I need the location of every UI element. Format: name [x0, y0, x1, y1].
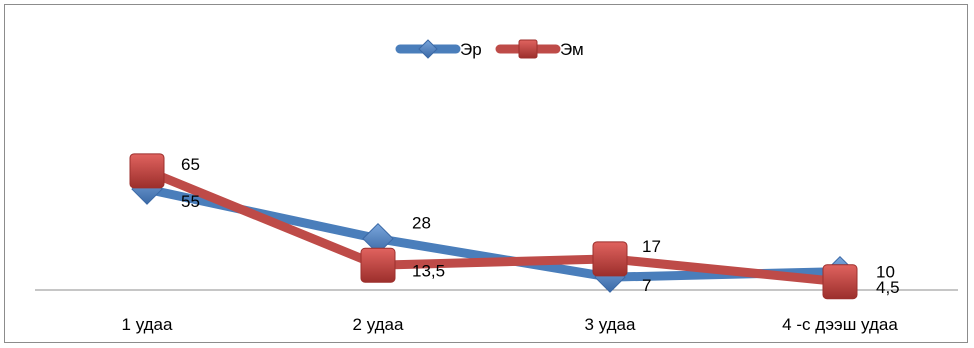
data-label: 13,5 [412, 261, 445, 280]
legend-label: Эм [560, 40, 584, 59]
marker-square [592, 241, 628, 277]
legend-marker-diamond [418, 39, 438, 59]
data-label: 4,5 [876, 278, 900, 297]
marker-square [360, 247, 396, 283]
data-label: 55 [181, 192, 200, 211]
x-tick-label: 2 удаа [353, 315, 404, 334]
legend-label: Эр [460, 40, 482, 59]
marker-square [822, 264, 858, 300]
data-label: 7 [642, 276, 651, 295]
legend-marker-square [518, 39, 538, 59]
x-tick-label: 4 -с дээш удаа [782, 315, 898, 334]
data-label: 65 [181, 155, 200, 174]
data-label: 28 [412, 214, 431, 233]
data-label: 10 [876, 263, 895, 282]
legend: Эр Эм [395, 39, 584, 59]
x-tick-label: 1 удаа [122, 315, 173, 334]
x-tick-label: 3 удаа [585, 315, 636, 334]
marker-square [129, 153, 165, 189]
series-line-2 [142, 166, 845, 287]
data-label: 17 [642, 237, 661, 256]
